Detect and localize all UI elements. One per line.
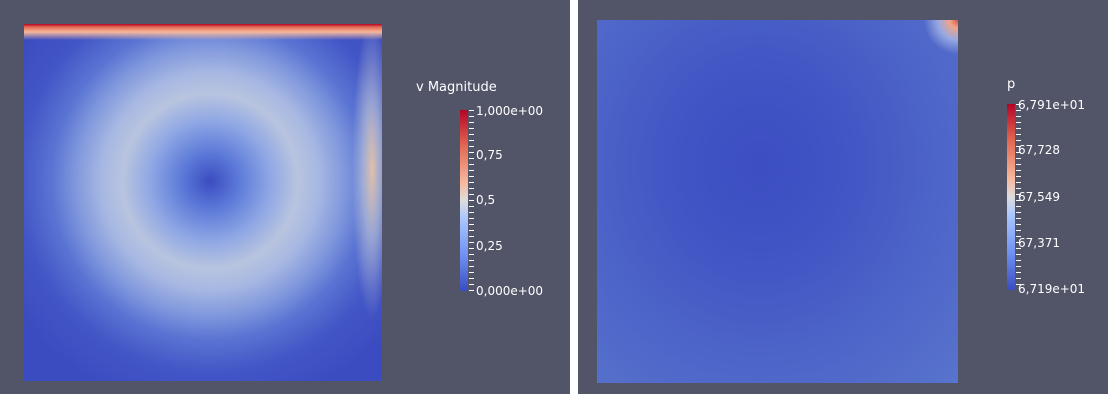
velocity-tick-label: 1,000e+00 (476, 104, 544, 118)
velocity-color-bar-ticks (469, 110, 474, 291)
pressure-tick-label: 67,728 (1018, 143, 1060, 157)
velocity-magnitude-field (24, 24, 382, 381)
pressure-tick-label: 6,719e+01 (1018, 282, 1086, 296)
pressure-legend-title: p (1007, 77, 1016, 92)
velocity-tick-label: 0,5 (476, 193, 496, 207)
velocity-legend-title: v Magnitude (416, 80, 497, 95)
pressure-render-view[interactable]: p 6,791e+01 67,728 67,549 67,371 6,719e+… (578, 0, 1108, 394)
pressure-color-bar (1007, 104, 1015, 290)
velocity-tick-label: 0,25 (476, 239, 503, 253)
pressure-tick-label: 67,549 (1018, 190, 1060, 204)
velocity-render-view[interactable]: v Magnitude 1,000e+00 0,75 0,5 0,25 0,00… (0, 0, 570, 394)
pressure-color-bar-ticks (1016, 104, 1021, 290)
velocity-color-bar (460, 110, 468, 291)
pressure-tick-label: 67,371 (1018, 236, 1060, 250)
velocity-tick-label: 0,000e+00 (476, 284, 544, 298)
pressure-field (597, 20, 958, 383)
velocity-tick-label: 0,75 (476, 148, 503, 162)
pressure-tick-label: 6,791e+01 (1018, 98, 1086, 112)
